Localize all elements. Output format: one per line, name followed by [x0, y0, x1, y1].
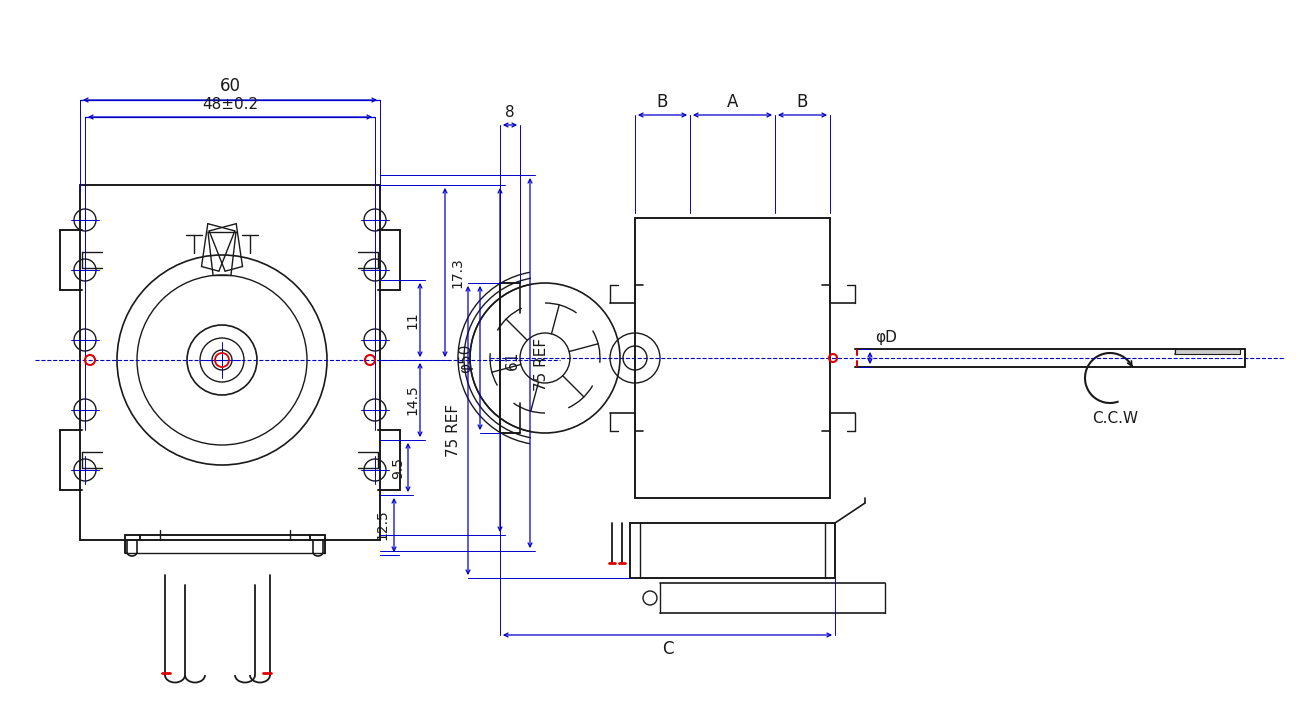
Text: A: A	[727, 93, 738, 111]
Text: 75 REF: 75 REF	[534, 337, 550, 391]
Text: 11: 11	[406, 311, 419, 329]
Text: 61: 61	[504, 350, 520, 370]
Text: B: B	[656, 93, 668, 111]
Text: 60: 60	[220, 77, 240, 95]
Text: C.C.W: C.C.W	[1092, 410, 1138, 426]
Text: 9.5: 9.5	[391, 457, 406, 478]
Text: 14.5: 14.5	[406, 385, 419, 415]
Bar	[1175, 349, 1240, 354]
Text: φD: φD	[875, 329, 897, 344]
Text: 48±0.2: 48±0.2	[202, 96, 259, 112]
Text: 8: 8	[506, 104, 515, 120]
Text: 75 REF: 75 REF	[446, 404, 462, 457]
Text: 17.3: 17.3	[450, 257, 464, 288]
Text: B: B	[797, 93, 809, 111]
Text: 12.5: 12.5	[374, 510, 389, 540]
Text: φ50: φ50	[459, 344, 473, 373]
Text: C: C	[662, 640, 673, 658]
